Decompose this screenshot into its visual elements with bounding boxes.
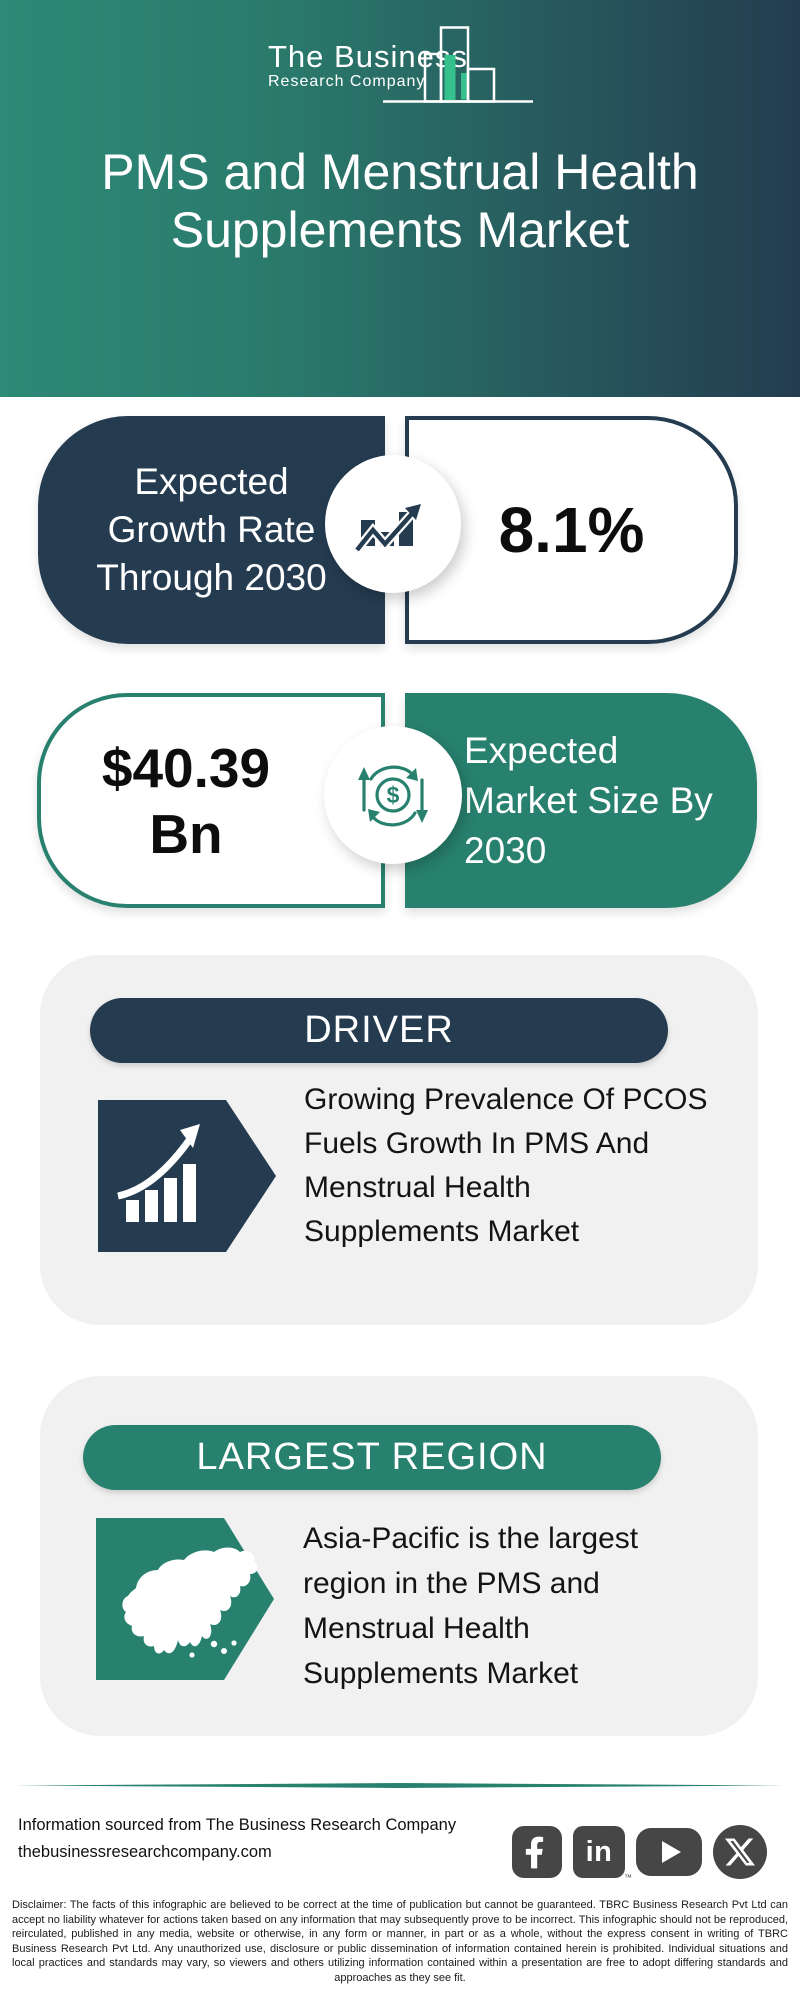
driver-text: Growing Prevalence Of PCOS Fuels Growth … xyxy=(304,1083,708,1248)
largest-region-text: Asia-Pacific is the largest region in th… xyxy=(303,1522,639,1690)
market-size-value: $40.39 Bn xyxy=(101,736,271,865)
youtube-icon[interactable] xyxy=(636,1828,702,1876)
page-title: PMS and Menstrual Health Supplements Mar… xyxy=(101,144,699,258)
brand-subname: Research Company xyxy=(268,73,426,90)
market-size-label-pill: Expected Market Size By 2030 xyxy=(405,693,757,908)
source-info: Information sourced from The Business Re… xyxy=(18,1812,456,1866)
market-size-value-pill: $40.39 Bn xyxy=(37,693,385,908)
driver-heading-pill: DRIVER xyxy=(90,998,668,1063)
disclaimer-text: Disclaimer: The facts of this infographi… xyxy=(12,1899,788,1984)
asia-map-icon xyxy=(96,1518,274,1680)
growth-icon-circle xyxy=(325,455,461,593)
social-icons-row: in ™ xyxy=(512,1824,770,1882)
growth-rate-value: 8.1% xyxy=(498,494,645,566)
market-size-icon-circle: $ xyxy=(324,726,462,864)
growth-rate-label-pill: Expected Growth Rate Through 2030 xyxy=(38,416,385,644)
source-website-link[interactable]: thebusinessresearchcompany.com xyxy=(18,1843,272,1861)
market-size-label: Expected Market Size By 2030 xyxy=(464,729,713,871)
dollar-exchange-icon: $ xyxy=(358,765,428,827)
source-line: Information sourced from The Business Re… xyxy=(18,1816,457,1834)
header-banner: The Business Research Company PMS and Me… xyxy=(0,0,800,397)
growth-rate-label: Expected Growth Rate Through 2030 xyxy=(96,461,327,598)
svg-text:$: $ xyxy=(387,782,400,808)
driver-heading: DRIVER xyxy=(304,1009,454,1051)
footer-divider xyxy=(15,1783,785,1788)
facebook-icon[interactable] xyxy=(512,1826,562,1878)
bar-chart-arrow-icon xyxy=(98,1100,276,1252)
linkedin-icon[interactable]: in ™ xyxy=(573,1826,632,1882)
growth-chart-icon xyxy=(355,504,421,553)
largest-region-heading: LARGEST REGION xyxy=(196,1436,548,1478)
x-twitter-icon[interactable] xyxy=(713,1825,767,1879)
largest-region-heading-pill: LARGEST REGION xyxy=(83,1425,661,1490)
brand-bars-icon xyxy=(383,26,533,103)
